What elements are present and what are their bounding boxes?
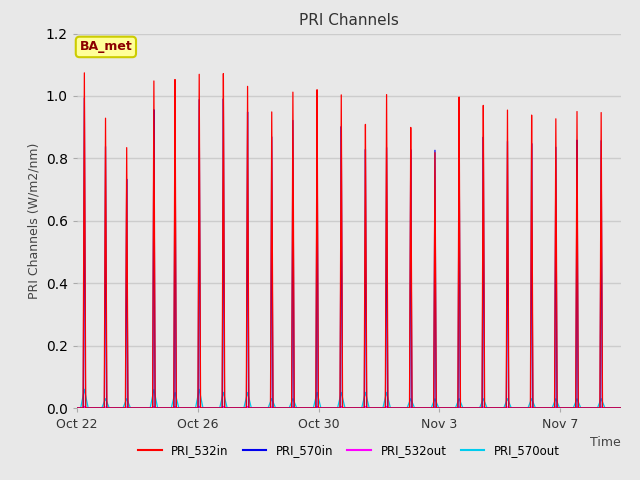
X-axis label: Time: Time [590,436,621,449]
Title: PRI Channels: PRI Channels [299,13,399,28]
Y-axis label: PRI Channels (W/m2/nm): PRI Channels (W/m2/nm) [28,143,40,299]
Legend: PRI_532in, PRI_570in, PRI_532out, PRI_570out: PRI_532in, PRI_570in, PRI_532out, PRI_57… [133,440,564,462]
Text: BA_met: BA_met [79,40,132,53]
